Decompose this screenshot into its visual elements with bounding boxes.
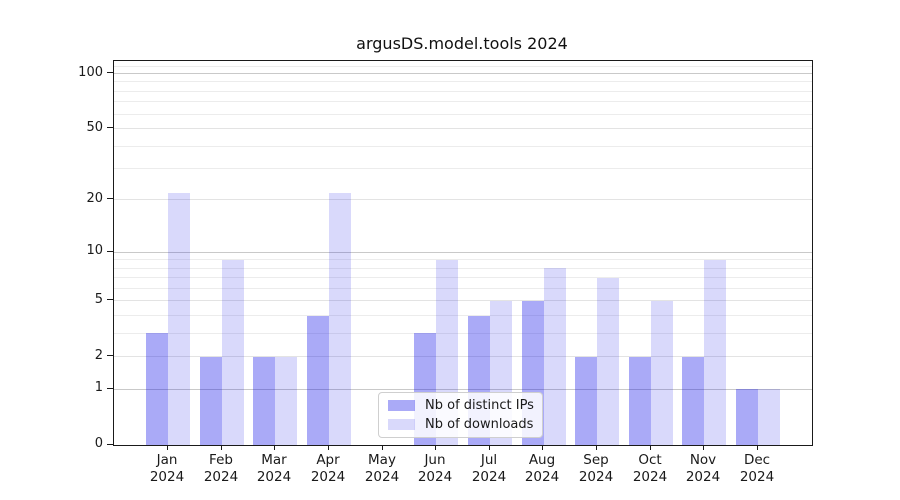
gridline bbox=[114, 268, 812, 269]
x-tick-label: Jun 2024 bbox=[417, 452, 453, 485]
legend: Nb of distinct IPs Nb of downloads bbox=[378, 392, 543, 438]
gridline bbox=[114, 91, 812, 92]
bar-downloads-jan-2024 bbox=[168, 192, 190, 445]
bar-downloads-mar-2024 bbox=[275, 356, 298, 445]
y-tick-mark bbox=[107, 251, 113, 252]
y-tick-mark bbox=[107, 198, 113, 199]
y-tick-mark bbox=[107, 72, 113, 73]
plot-area bbox=[113, 60, 813, 446]
legend-label-distinct-ips: Nb of distinct IPs bbox=[425, 398, 534, 413]
bar-distinct-ips-nov-2024 bbox=[682, 356, 705, 445]
x-tick-label: Feb 2024 bbox=[203, 452, 239, 485]
gridline bbox=[114, 168, 812, 169]
gridline bbox=[114, 114, 812, 115]
gridline bbox=[114, 389, 812, 390]
bar-downloads-apr-2024 bbox=[328, 192, 351, 445]
chart-title: argusDS.model.tools 2024 bbox=[356, 34, 568, 53]
gridline bbox=[114, 259, 812, 260]
bar-distinct-ips-dec-2024 bbox=[736, 389, 758, 445]
y-tick-mark bbox=[107, 355, 113, 356]
y-tick-label: 0 bbox=[94, 436, 103, 451]
bar-distinct-ips-jan-2024 bbox=[146, 333, 168, 445]
legend-swatch-downloads bbox=[388, 419, 415, 430]
x-tick-mark bbox=[650, 445, 651, 450]
x-tick-mark bbox=[703, 445, 704, 450]
bar-downloads-nov-2024 bbox=[704, 259, 727, 445]
gridline bbox=[114, 81, 812, 82]
y-tick-label: 100 bbox=[78, 65, 103, 80]
x-tick-label: Aug 2024 bbox=[524, 452, 560, 485]
x-tick-mark bbox=[167, 445, 168, 450]
x-tick-mark bbox=[542, 445, 543, 450]
legend-swatch-distinct-ips bbox=[388, 400, 415, 411]
x-tick-label: Apr 2024 bbox=[310, 452, 346, 485]
gridline bbox=[114, 333, 812, 334]
x-tick-label: Dec 2024 bbox=[739, 452, 775, 485]
y-tick-label: 10 bbox=[86, 243, 103, 258]
bar-downloads-sep-2024 bbox=[597, 277, 620, 445]
x-tick-label: Jan 2024 bbox=[149, 452, 185, 485]
x-tick-mark bbox=[435, 445, 436, 450]
bar-downloads-feb-2024 bbox=[221, 259, 244, 445]
gridline bbox=[114, 146, 812, 147]
y-tick-label: 2 bbox=[94, 348, 103, 363]
x-tick-mark bbox=[757, 445, 758, 450]
gridline bbox=[114, 277, 812, 278]
x-tick-mark bbox=[489, 445, 490, 450]
x-tick-label: May 2024 bbox=[364, 452, 400, 485]
x-tick-label: Jul 2024 bbox=[471, 452, 507, 485]
gridline bbox=[114, 252, 812, 253]
x-tick-mark bbox=[382, 445, 383, 450]
x-tick-label: Oct 2024 bbox=[632, 452, 668, 485]
x-tick-mark bbox=[596, 445, 597, 450]
gridline bbox=[114, 315, 812, 316]
gridline bbox=[114, 128, 812, 129]
bar-distinct-ips-feb-2024 bbox=[199, 356, 222, 445]
y-tick-mark bbox=[107, 127, 113, 128]
x-tick-mark bbox=[221, 445, 222, 450]
gridline bbox=[114, 199, 812, 200]
bar-distinct-ips-sep-2024 bbox=[575, 356, 598, 445]
bar-downloads-dec-2024 bbox=[758, 389, 780, 445]
bar-distinct-ips-oct-2024 bbox=[628, 356, 651, 445]
gridline bbox=[114, 356, 812, 357]
y-tick-mark bbox=[107, 299, 113, 300]
legend-entry-distinct-ips: Nb of distinct IPs bbox=[388, 398, 534, 413]
x-tick-mark bbox=[274, 445, 275, 450]
gridline bbox=[114, 66, 812, 67]
legend-label-downloads: Nb of downloads bbox=[425, 417, 534, 432]
bar-distinct-ips-apr-2024 bbox=[306, 315, 329, 445]
x-tick-label: Sep 2024 bbox=[578, 452, 614, 485]
gridline bbox=[114, 288, 812, 289]
y-tick-label: 1 bbox=[94, 380, 103, 395]
bar-downloads-oct-2024 bbox=[650, 300, 673, 445]
x-tick-label: Nov 2024 bbox=[685, 452, 721, 485]
bar-downloads-aug-2024 bbox=[543, 268, 566, 445]
gridline bbox=[114, 101, 812, 102]
x-tick-mark bbox=[328, 445, 329, 450]
y-tick-label: 50 bbox=[86, 120, 103, 135]
legend-entry-downloads: Nb of downloads bbox=[388, 417, 533, 432]
bar-distinct-ips-mar-2024 bbox=[253, 356, 276, 445]
gridline bbox=[114, 300, 812, 301]
y-tick-mark bbox=[107, 388, 113, 389]
x-tick-label: Mar 2024 bbox=[256, 452, 292, 485]
y-tick-mark bbox=[107, 444, 113, 445]
gridline bbox=[114, 73, 812, 74]
y-tick-label: 5 bbox=[94, 292, 103, 307]
y-tick-label: 20 bbox=[86, 191, 103, 206]
